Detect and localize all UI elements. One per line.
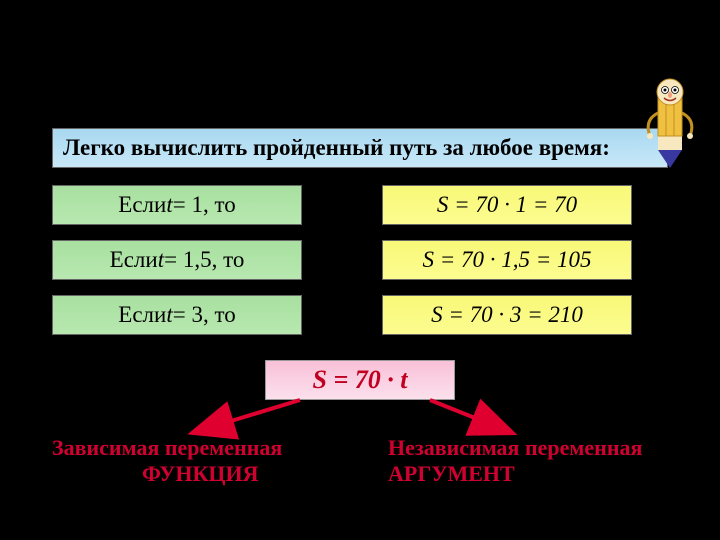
indep-line2: АРГУМЕНТ: [388, 461, 515, 486]
cond-eq-1: = 1, то: [173, 192, 236, 218]
cond-prefix-3: Если: [118, 302, 166, 328]
dependent-label: Зависимая переменная ФУНКЦИЯ: [52, 435, 352, 488]
condition-row-1: Если t = 1, то: [52, 185, 302, 225]
cond-prefix-2: Если: [110, 247, 158, 273]
dep-line1: Зависимая переменная: [52, 435, 282, 460]
result-row-1: S = 70 · 1 = 70: [382, 185, 632, 225]
arrow-right: [430, 400, 510, 432]
condition-row-2: Если t = 1,5, то: [52, 240, 302, 280]
independent-label: Независимая переменная АРГУМЕНТ: [388, 435, 708, 488]
cond-eq-3: = 3, то: [173, 302, 236, 328]
result-row-3: S = 70 · 3 = 210: [382, 295, 632, 335]
dep-line2: ФУНКЦИЯ: [52, 461, 259, 486]
header-bar: Легко вычислить пройденный путь за любое…: [52, 128, 668, 168]
cond-eq-2: = 1,5, то: [164, 247, 244, 273]
arrow-left: [195, 400, 300, 432]
indep-line1: Независимая переменная: [388, 435, 642, 460]
result-row-2: S = 70 · 1,5 = 105: [382, 240, 632, 280]
condition-row-3: Если t = 3, то: [52, 295, 302, 335]
pencil-mascot-icon: [638, 78, 702, 168]
formula-box: S = 70 · t: [265, 360, 455, 400]
cond-prefix-1: Если: [118, 192, 166, 218]
